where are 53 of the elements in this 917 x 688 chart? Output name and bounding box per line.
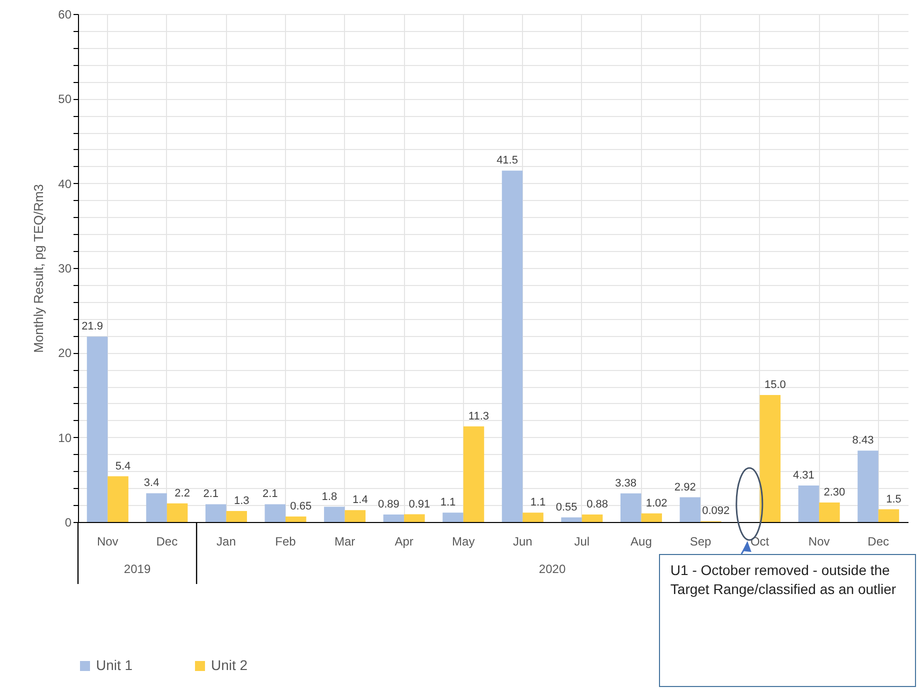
x-tick-label: Nov	[808, 534, 830, 548]
data-label: 1.1	[530, 496, 546, 509]
data-label: 21.9	[82, 320, 103, 333]
x-tick-label: Sep	[690, 534, 712, 548]
x-tick-label: Aug	[630, 534, 652, 548]
y-tick-label: 60	[58, 8, 72, 22]
x-tick-label: Dec	[868, 534, 890, 548]
legend-label: Unit 1	[96, 657, 133, 673]
x-tick-label: Nov	[96, 534, 118, 548]
data-label: 1.8	[322, 490, 338, 503]
x-tick-label: Jan	[216, 534, 236, 548]
data-label: 2.2	[174, 487, 190, 500]
x-tick-label: May	[452, 534, 475, 548]
text: 2020	[538, 562, 566, 576]
text: 2019	[122, 562, 152, 576]
x-tick-label: Mar	[334, 534, 356, 548]
y-tick-label: 50	[58, 92, 72, 106]
data-label: 2.1	[203, 488, 218, 500]
x-tick-label: Jul	[574, 534, 590, 548]
data-label: 11.3	[468, 410, 490, 422]
data-label: 41.5	[496, 154, 518, 167]
x-tick-label: Dec	[156, 534, 178, 548]
y-tick-label: 10	[58, 430, 72, 445]
data-label: 0.092	[702, 505, 730, 518]
data-label: 1.5	[886, 493, 902, 506]
x-tick-label: Feb	[275, 534, 296, 548]
data-label: 0.65	[290, 500, 312, 512]
y-tick-label: 30	[58, 262, 72, 276]
data-label: 15.0	[764, 379, 786, 391]
data-label: 2.30	[824, 486, 846, 499]
data-label: 1.4	[352, 494, 368, 506]
data-label: 3.38	[615, 477, 637, 490]
data-label: 4.31	[792, 470, 814, 482]
data-label: 1.02	[646, 497, 668, 510]
data-label: 0.91	[408, 498, 430, 510]
data-label: 2.1	[262, 488, 278, 500]
y-axis-title: Monthly Result, pg TEQ/Rm3	[31, 184, 46, 353]
y-tick-label: 20	[58, 346, 72, 360]
legend-label: Unit 2	[211, 657, 248, 673]
data-label: 0.89	[378, 498, 400, 510]
data-label: 2.92	[674, 481, 696, 494]
data-label: 0.55	[556, 501, 578, 514]
data-label: 5.4	[115, 460, 131, 472]
y-tick-label: 0	[64, 516, 72, 530]
x-tick-label: Jun	[512, 534, 532, 548]
data-label: 8.43	[852, 434, 874, 447]
data-label: 1.3	[234, 494, 250, 507]
data-label: 3.4	[144, 477, 160, 490]
text: U1 - October removed - outside the Target Range/classified as an outlier	[659, 554, 916, 687]
x-tick-label: Apr	[394, 534, 414, 548]
data-label: 1.1	[440, 496, 456, 509]
y-tick-label: 40	[58, 176, 72, 191]
data-label: 0.88	[586, 498, 608, 511]
